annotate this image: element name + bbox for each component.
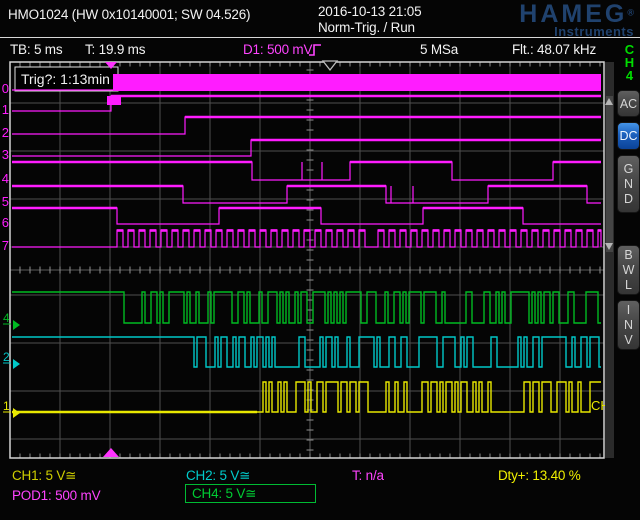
coupling-gnd-button[interactable]: GND <box>617 155 640 213</box>
pod-channel-label-3: 3 <box>2 147 9 162</box>
invert-button[interactable]: INV <box>617 300 640 350</box>
time-reference-marker-bottom-icon <box>103 448 119 457</box>
pod-trace-d7: 7 <box>2 230 601 253</box>
pod-channel-label-1: 1 <box>2 102 9 117</box>
ch2-trace: 2 <box>3 337 601 369</box>
pod-channel-label-7: 7 <box>2 238 9 253</box>
pod1-readout: POD1: 500 mV <box>12 488 100 503</box>
coupling-dc-label: DC <box>619 129 637 143</box>
ch4-readout-box: CH4: 5 V≅ <box>185 484 316 503</box>
scrollbar-thumb[interactable] <box>606 96 613 252</box>
bandwidth-limit-button[interactable]: BWL <box>617 245 640 295</box>
pod-trace-d1: 1 <box>2 96 601 117</box>
scroll-down-icon[interactable] <box>605 243 613 250</box>
trigger-time-readout: T: n/a <box>352 468 384 483</box>
pod-trace-d6: 6 <box>2 208 601 230</box>
pod-trace-d4: 4 <box>2 162 601 186</box>
pod-trace-d5: 5 <box>2 186 601 209</box>
ch2-position-arrow-icon <box>13 359 20 369</box>
ch4-position-label: 4 <box>3 311 10 325</box>
duty-cycle-readout: Dty+: 13.40 % <box>498 468 581 483</box>
trigger-status-text: Trig?: 1:13min <box>21 71 110 87</box>
logo-registered-mark: ® <box>627 8 634 18</box>
oscilloscope-screen: HMO1024 (HW 0x10140001; SW 04.526) 2016-… <box>0 0 640 520</box>
ch2-position-label: 2 <box>3 350 10 364</box>
graticule <box>10 62 604 458</box>
scope-display: Trig?: 1:13min 01234567421 CH <box>0 0 614 520</box>
ch4-trace: 4 <box>3 292 601 330</box>
pod-trace-d2: 2 <box>2 117 601 140</box>
pod-channel-label-2: 2 <box>2 125 9 140</box>
coupling-dc-button[interactable]: DC <box>617 122 640 150</box>
ch2-readout: CH2: 5 V≅ <box>186 468 250 484</box>
scrollbar-track[interactable] <box>605 62 614 458</box>
pod-channel-label-4: 4 <box>2 171 9 186</box>
trigger-position-marker-icon <box>323 61 337 70</box>
trigger-markers <box>103 61 337 457</box>
invert-label: INV <box>623 303 635 348</box>
scroll-up-icon[interactable] <box>605 98 613 105</box>
sidebar-channel-indicator: CH4 <box>622 43 637 82</box>
ch1-readout: CH1: 5 V≅ <box>12 468 76 484</box>
ch1-trace: 1 <box>3 382 601 418</box>
ch4-position-arrow-icon <box>13 320 20 330</box>
waveform-traces: 0 1 2 3 4 5 6 7 4 2 1 <box>2 74 601 418</box>
ch4-readout: CH4: 5 V≅ <box>192 486 256 502</box>
bandwidth-limit-label: BWL <box>623 248 635 293</box>
coupling-gnd-label: GND <box>623 162 635 207</box>
ch1-position-label: 1 <box>3 399 10 413</box>
coupling-ac-button[interactable]: AC <box>617 90 640 117</box>
coupling-ac-label: AC <box>620 97 637 111</box>
trigger-status-box: Trig?: 1:13min <box>15 67 118 91</box>
ch1-position-arrow-icon <box>13 408 20 418</box>
pod-channel-label-6: 6 <box>2 215 9 230</box>
pod-channel-label-0: 0 <box>2 81 9 96</box>
pod-channel-label-5: 5 <box>2 194 9 209</box>
